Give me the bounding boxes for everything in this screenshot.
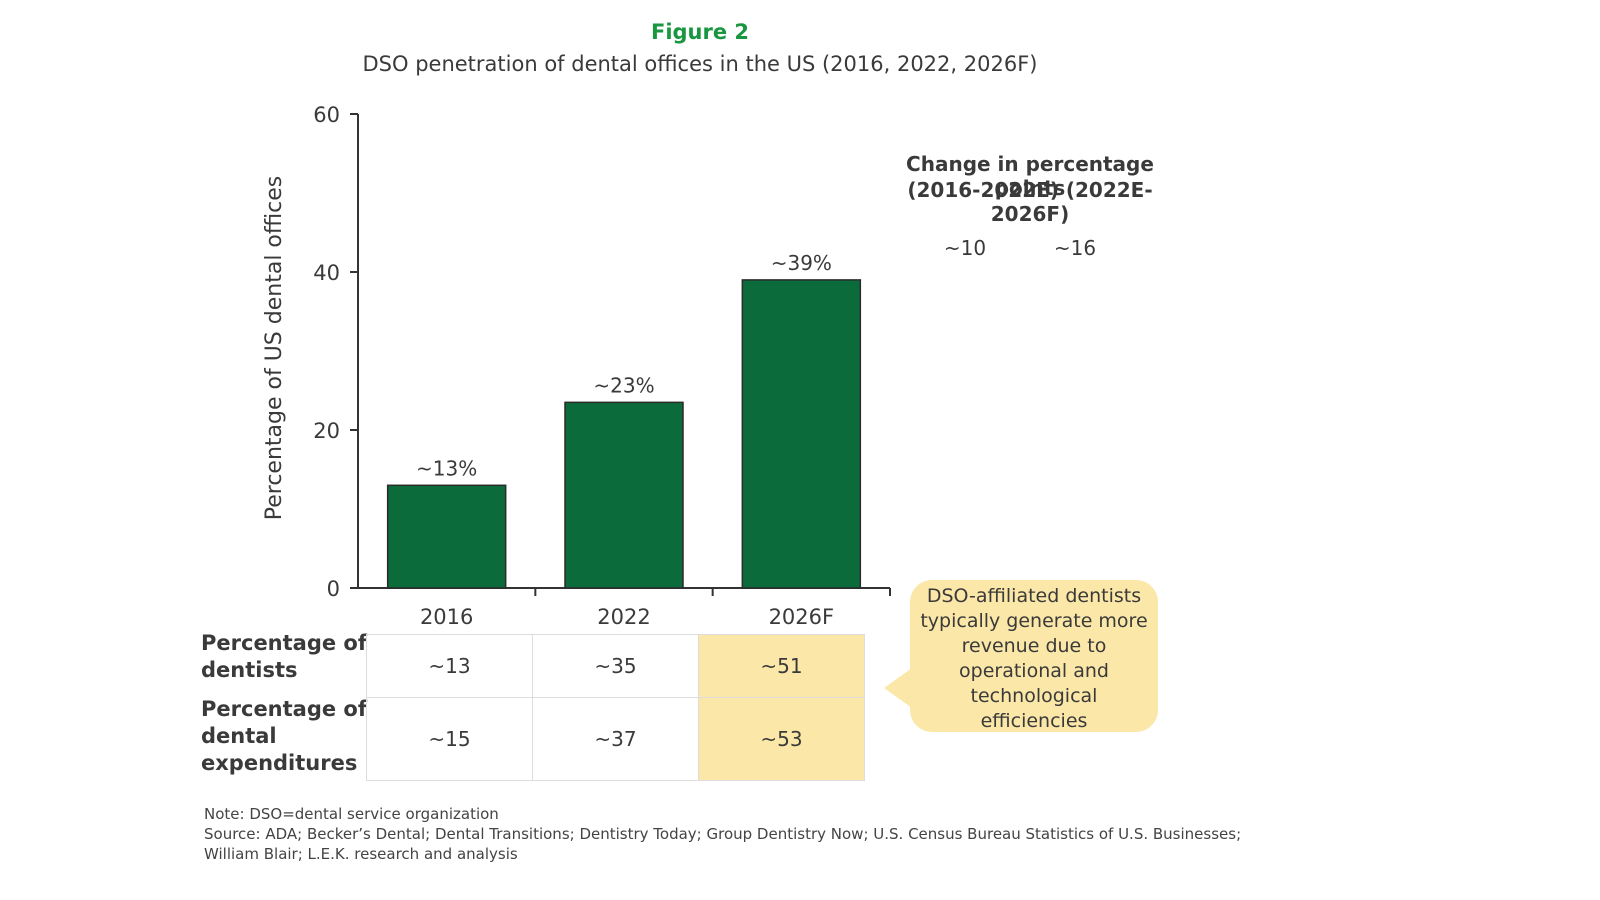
table-cell: ~15 <box>366 697 533 781</box>
data-label: ~23% <box>593 373 654 397</box>
y-axis-label: Percentage of US dental offices <box>262 176 287 521</box>
change-value-2022-2026: ~16 <box>1053 236 1097 260</box>
table-cell: ~37 <box>532 697 699 781</box>
x-tick-label: 2026F <box>769 605 835 629</box>
y-tick-label: 40 <box>313 261 340 285</box>
y-tick-label: 60 <box>313 103 340 127</box>
y-tick-label: 20 <box>313 419 340 443</box>
bar-2016 <box>386 484 507 589</box>
table-row-dentists: ~13 ~35 ~51 <box>366 634 865 698</box>
y-tick-label: 0 <box>327 577 340 601</box>
row-label-expenditures: Percentage of dental expenditures <box>201 697 367 775</box>
callout-box <box>910 580 1158 732</box>
table-cell: ~35 <box>532 634 699 698</box>
figure-title: DSO penetration of dental offices in the… <box>362 52 1038 76</box>
change-title-2: (2016-2022E) (2022E-2026F) <box>907 178 1153 226</box>
figure-label: Figure 2 <box>650 20 750 44</box>
y-ticks: 0 20 40 60 <box>313 103 358 601</box>
bar-2026F <box>741 279 862 589</box>
change-title-1: Change in percentage points <box>906 152 1154 200</box>
source-line-1: Source: ADA; Becker’s Dental; Dental Tra… <box>204 825 1242 843</box>
table-cell: ~13 <box>366 634 533 698</box>
callout-text: DSO-affiliated dentists typically genera… <box>920 585 1148 732</box>
x-tick-label: 2022 <box>597 605 650 629</box>
table-cell-highlight: ~51 <box>698 634 865 698</box>
source-line-2: William Blair; L.E.K. research and analy… <box>204 845 518 863</box>
callout-pointer <box>884 668 912 708</box>
row-label-dentists: Percentage of dentists <box>201 631 367 682</box>
x-tick-labels: 2016 2022 2026F <box>420 605 834 629</box>
table-cell-highlight: ~53 <box>698 697 865 781</box>
bar-2022 <box>564 401 684 589</box>
data-label: ~13% <box>416 456 477 480</box>
x-tick-label: 2016 <box>420 605 473 629</box>
table-row-expenditures: ~15 ~37 ~53 <box>366 697 865 781</box>
bars <box>386 279 862 589</box>
change-value-2016-2022: ~10 <box>943 236 987 260</box>
data-labels: ~13% ~23% ~39% <box>416 251 832 480</box>
footnote: Note: DSO=dental service organization <box>204 805 499 823</box>
data-label: ~39% <box>771 251 832 275</box>
metrics-table: ~13 ~35 ~51 ~15 ~37 ~53 <box>366 634 865 781</box>
